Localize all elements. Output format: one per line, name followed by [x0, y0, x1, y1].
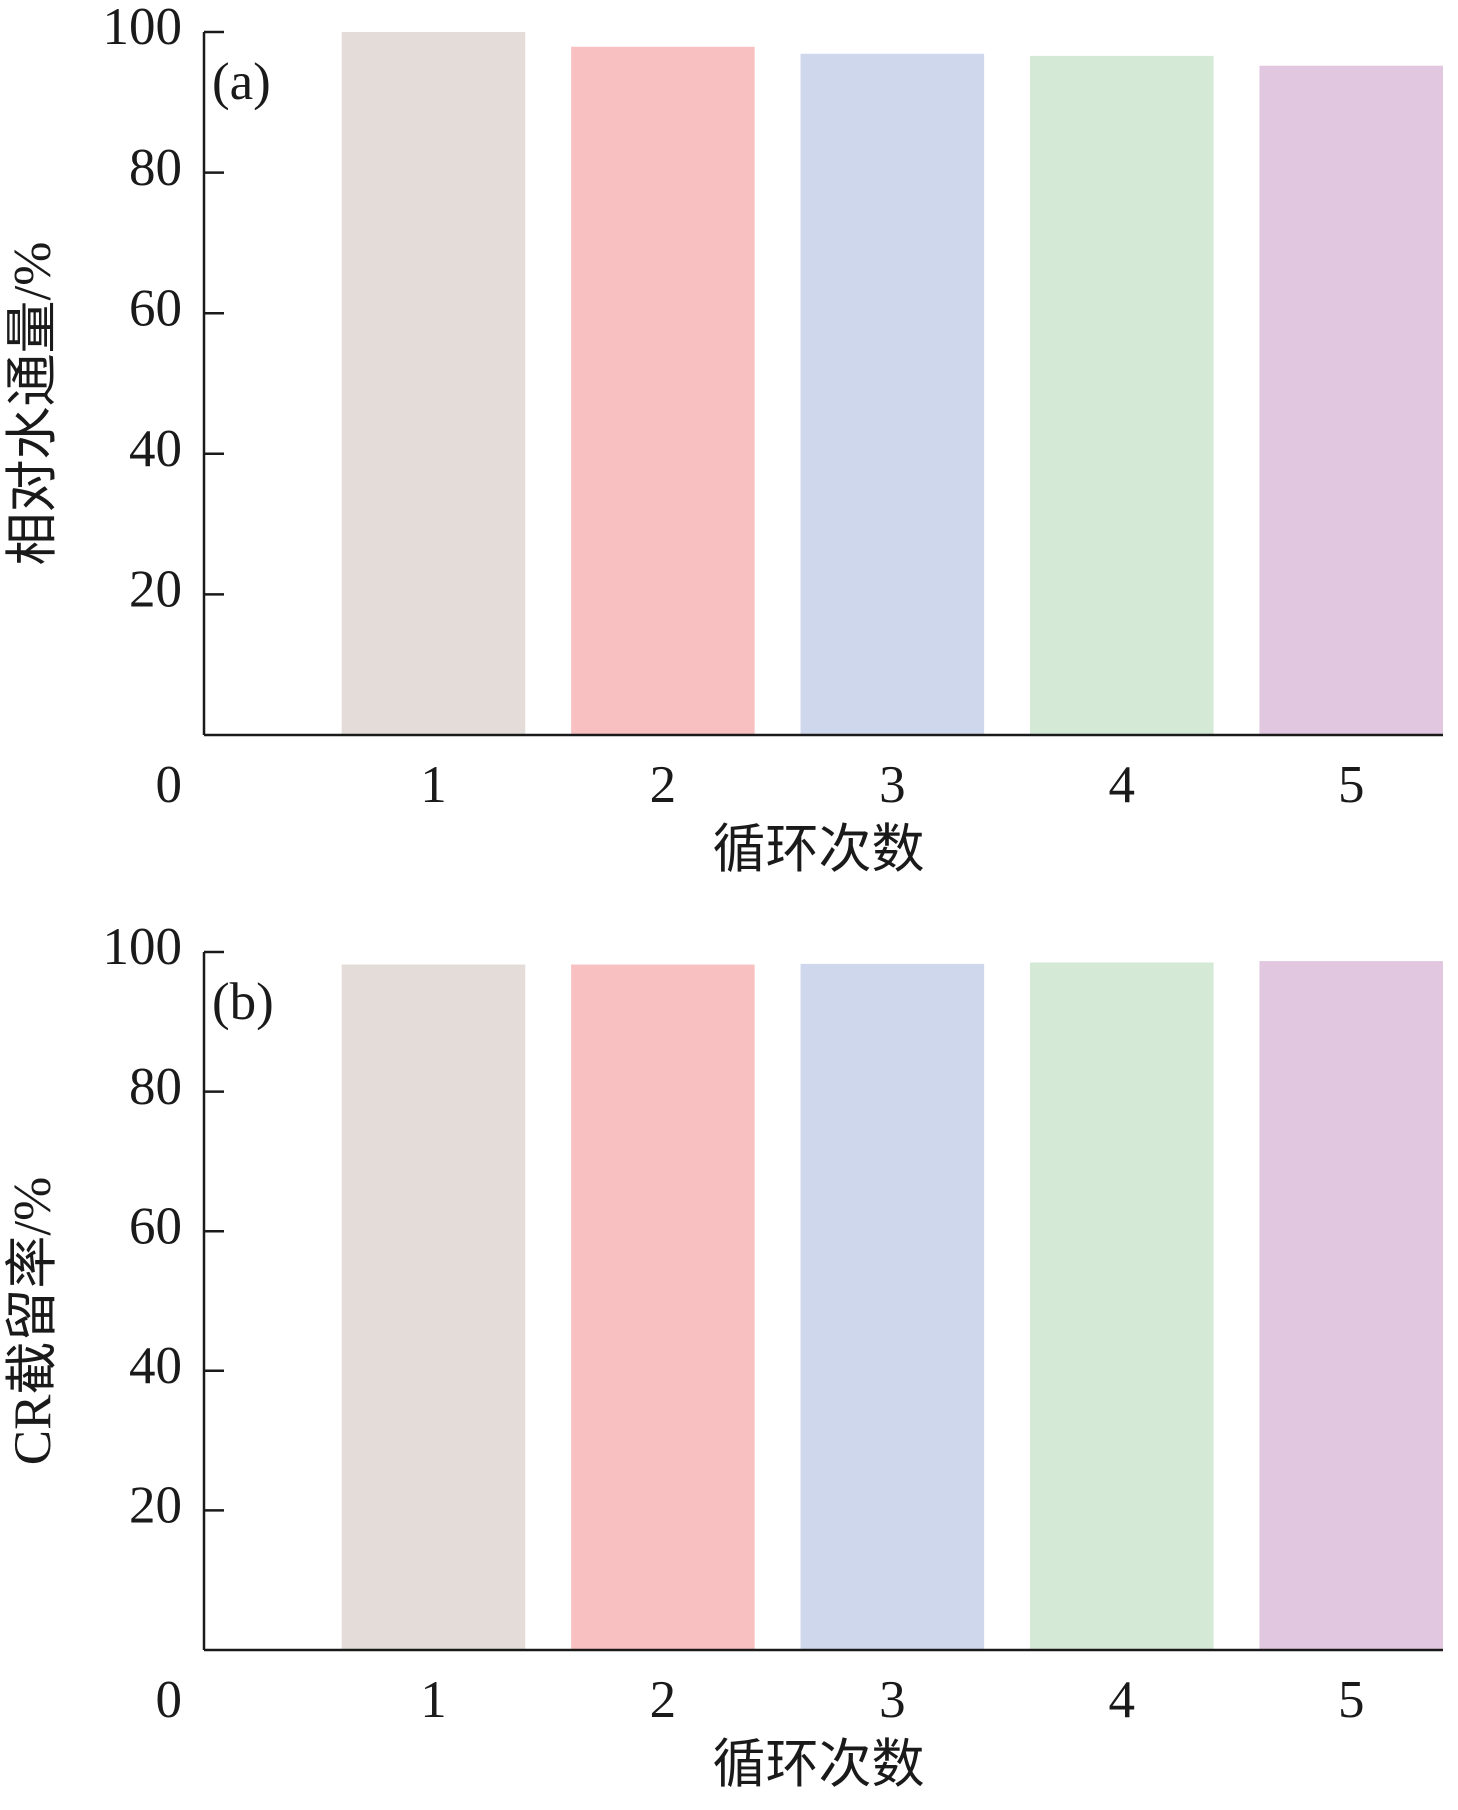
x-axis-title: 循环次数 [713, 821, 925, 879]
y-tick-label: 0 [156, 1671, 183, 1729]
y-tick-label: 80 [129, 1058, 182, 1116]
y-axis-title: 相对水通量/% [4, 242, 62, 566]
y-tick-label: 60 [129, 279, 182, 337]
panel-label: (a) [212, 53, 271, 111]
bar [800, 53, 985, 736]
bar [1259, 65, 1443, 735]
y-tick-label: 0 [156, 756, 183, 814]
y-tick-label: 100 [103, 0, 183, 56]
bar [571, 964, 755, 1650]
x-tick-label: 2 [650, 756, 677, 814]
bar [341, 32, 526, 735]
bar [1259, 961, 1443, 1650]
y-tick-label: 20 [129, 1477, 182, 1535]
bar [800, 963, 985, 1650]
panel-label: (b) [212, 973, 274, 1031]
x-tick-label: 5 [1338, 756, 1365, 814]
bar [341, 964, 526, 1650]
y-tick-label: 100 [103, 918, 183, 976]
y-tick-label: 20 [129, 561, 182, 619]
bar [1030, 962, 1214, 1650]
y-axis-title: CR截留率/% [4, 1177, 62, 1466]
x-axis-title: 循环次数 [713, 1736, 925, 1794]
bar [571, 46, 755, 735]
x-tick-label: 5 [1338, 1671, 1365, 1729]
bar [1030, 55, 1214, 736]
x-tick-label: 3 [879, 1671, 906, 1729]
x-tick-label: 4 [1109, 756, 1136, 814]
y-tick-label: 80 [129, 139, 182, 197]
x-tick-label: 2 [650, 1671, 677, 1729]
x-tick-label: 1 [420, 1671, 447, 1729]
y-tick-label: 60 [129, 1197, 182, 1255]
y-tick-label: 40 [129, 1337, 182, 1395]
panel: 1 2 3 4 5 0 20 40 60 80 100 (a) 循环次数 相对水通量/% [4, 0, 1443, 879]
panel: 1 2 3 4 5 0 20 40 60 80 100 (b) 循环次数 CR截留率/% [4, 918, 1443, 1794]
x-tick-label: 3 [879, 756, 906, 814]
x-tick-label: 1 [420, 756, 447, 814]
y-tick-label: 40 [129, 420, 182, 478]
x-tick-label: 4 [1109, 1671, 1136, 1729]
